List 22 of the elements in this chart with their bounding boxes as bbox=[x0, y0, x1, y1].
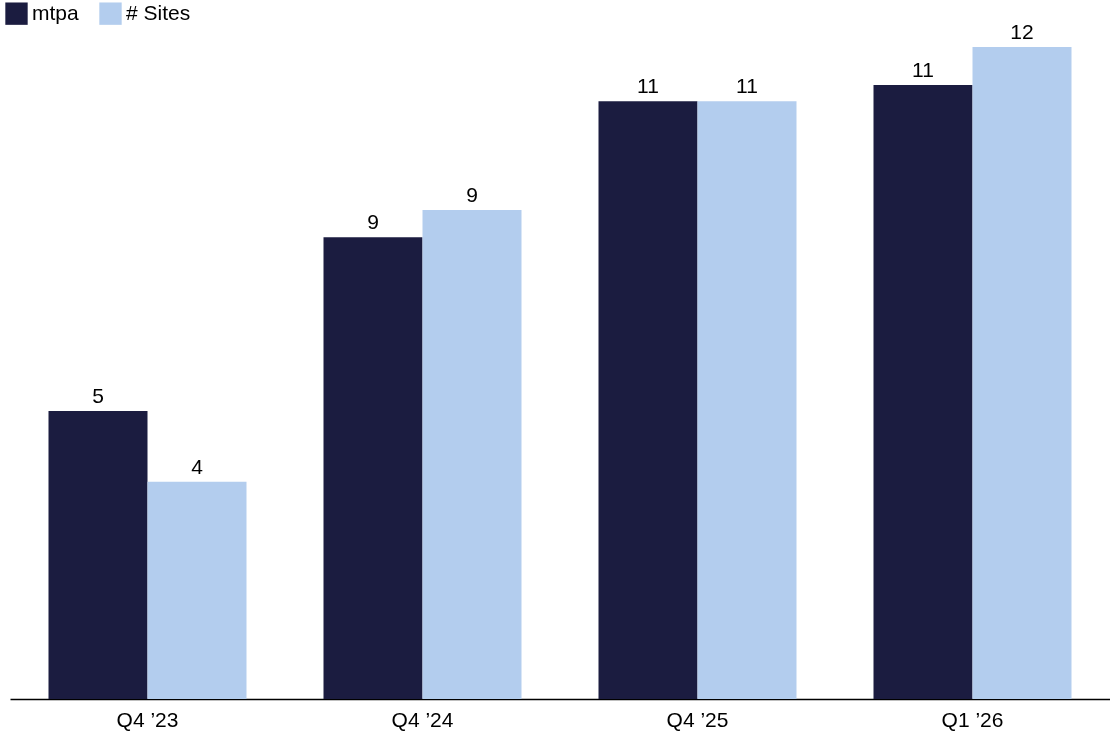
data-label: 11 bbox=[637, 74, 659, 98]
bar bbox=[598, 101, 698, 699]
bar bbox=[323, 237, 423, 699]
x-tick-label: Q4 ’24 bbox=[391, 707, 454, 731]
data-label: 11 bbox=[736, 74, 758, 98]
data-label: 9 bbox=[466, 183, 478, 206]
legend-label: mtpa bbox=[32, 0, 80, 24]
data-label: 9 bbox=[367, 210, 379, 234]
data-label: 5 bbox=[92, 384, 104, 408]
x-tick-label: Q4 ’23 bbox=[116, 707, 179, 731]
legend-label: # Sites bbox=[126, 0, 191, 24]
bar bbox=[48, 411, 148, 699]
bar bbox=[422, 210, 522, 699]
data-label: 12 bbox=[1010, 20, 1034, 43]
bar bbox=[972, 47, 1072, 699]
data-label: 4 bbox=[191, 454, 204, 478]
data-label: 11 bbox=[912, 58, 934, 82]
x-tick-label: Q1 ’26 bbox=[941, 707, 1004, 731]
bar bbox=[873, 85, 973, 699]
bar bbox=[697, 101, 797, 699]
bar bbox=[147, 481, 247, 699]
x-tick-label: Q4 ’25 bbox=[666, 707, 729, 731]
